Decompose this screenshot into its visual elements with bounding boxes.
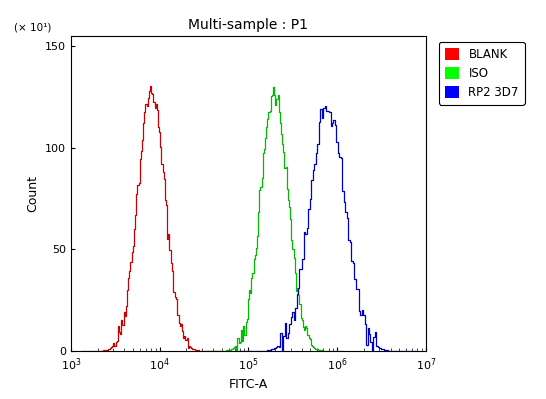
- RP2 3D7: [264, 348, 270, 353]
- ISO: [340, 349, 346, 354]
- BLANK: [79, 349, 86, 354]
- Text: (× 10¹): (× 10¹): [14, 23, 51, 33]
- Legend: BLANK, ISO, RP2 3D7: BLANK, ISO, RP2 3D7: [439, 42, 525, 105]
- BLANK: [88, 349, 95, 354]
- ISO: [249, 271, 256, 276]
- ISO: [211, 349, 218, 354]
- RP2 3D7: [243, 349, 250, 354]
- BLANK: [217, 349, 223, 354]
- ISO: [294, 285, 300, 290]
- ISO: [330, 349, 337, 354]
- BLANK: [101, 348, 108, 353]
- BLANK: [216, 349, 222, 354]
- BLANK: [207, 349, 214, 354]
- BLANK: [171, 289, 177, 294]
- Line: ISO: ISO: [205, 87, 343, 351]
- Line: RP2 3D7: RP2 3D7: [239, 107, 416, 351]
- Y-axis label: Count: Count: [27, 175, 39, 212]
- RP2 3D7: [413, 349, 419, 354]
- BLANK: [147, 84, 153, 89]
- ISO: [202, 349, 209, 354]
- X-axis label: FITC-A: FITC-A: [229, 378, 268, 391]
- ISO: [224, 348, 230, 353]
- BLANK: [126, 275, 133, 280]
- ISO: [270, 85, 276, 89]
- Line: BLANK: BLANK: [82, 86, 220, 351]
- Title: Multi-sample : P1: Multi-sample : P1: [188, 18, 308, 32]
- RP2 3D7: [247, 349, 254, 354]
- RP2 3D7: [296, 266, 303, 271]
- ISO: [233, 349, 240, 354]
- RP2 3D7: [401, 349, 408, 354]
- RP2 3D7: [354, 286, 360, 291]
- RP2 3D7: [278, 349, 285, 354]
- BLANK: [85, 349, 91, 354]
- RP2 3D7: [235, 349, 242, 354]
- ISO: [208, 349, 215, 354]
- RP2 3D7: [322, 104, 328, 109]
